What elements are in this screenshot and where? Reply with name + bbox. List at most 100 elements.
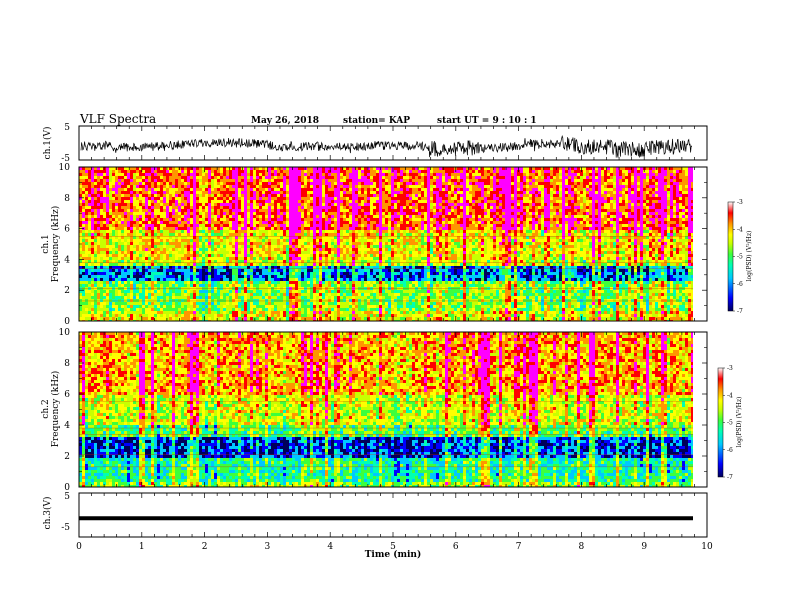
spectrogram-cell (352, 191, 356, 195)
spectrogram-cell (457, 209, 461, 213)
spectrogram-cell (184, 218, 188, 222)
spectrogram-cell (481, 236, 485, 240)
spectrogram-cell (658, 212, 662, 216)
spectrogram-cell (112, 167, 116, 171)
spectrogram-cell (457, 185, 461, 189)
spectrogram-cell (556, 167, 560, 171)
spectrogram-cell (340, 206, 344, 210)
spectrogram-cell (163, 197, 167, 201)
spectrogram-cell (160, 230, 164, 234)
spectrogram-cell (610, 215, 614, 219)
spectrogram-cell (388, 185, 392, 189)
spectrogram-cell (427, 197, 431, 201)
spectrogram-cell (130, 236, 134, 240)
spectrogram-cell (334, 191, 338, 195)
spectrogram-cell (337, 221, 341, 225)
spectrogram-cell (367, 212, 371, 216)
spectrogram-cell (127, 236, 131, 240)
spectrogram-cell (229, 206, 233, 210)
spectrogram-cell (118, 179, 122, 183)
spectrogram-cell (124, 206, 128, 210)
spectrogram-cell (634, 209, 638, 213)
spectrogram-cell (343, 176, 347, 180)
spectrogram-cell (382, 173, 386, 177)
spectrogram-cell (325, 209, 329, 213)
spectrogram-cell (361, 212, 365, 216)
spectrogram-cell (586, 185, 590, 189)
spectrogram-cell (283, 236, 287, 240)
spectrogram-cell (346, 221, 350, 225)
spectrogram-cell (394, 209, 398, 213)
spectrogram-cell (229, 194, 233, 198)
spectrogram-cell (637, 176, 641, 180)
spectrogram-cell (142, 227, 146, 231)
spectrogram-cell (88, 185, 92, 189)
spectrogram-cell (658, 179, 662, 183)
spectrogram-cell (595, 182, 599, 186)
spectrogram-cell (583, 188, 587, 192)
spectrogram-cell (196, 203, 200, 207)
spectrogram-cell (499, 221, 503, 225)
spectrogram-cell (322, 197, 326, 201)
spectrogram-cell (223, 179, 227, 183)
spectrogram-cell (364, 179, 368, 183)
spectrogram-cell (682, 197, 686, 201)
spectrogram-cell (625, 167, 629, 171)
spectrogram-cell (412, 218, 416, 222)
spectrogram-cell (343, 194, 347, 198)
spectrogram-cell (88, 179, 92, 183)
spectrogram-cell (187, 185, 191, 189)
spectrogram-cell (370, 206, 374, 210)
spectrogram-cell (340, 185, 344, 189)
spectrogram-cell (367, 215, 371, 219)
spectrogram-cell (130, 206, 134, 210)
spectrogram-cell (265, 191, 269, 195)
spectrogram-cell (622, 197, 626, 201)
spectrogram-cell (457, 227, 461, 231)
spectrogram-cell (643, 191, 647, 195)
spectrogram-cell (625, 221, 629, 225)
spectrogram-cell (451, 212, 455, 216)
spectrogram-cell (232, 221, 236, 225)
spectrogram-cell (82, 209, 86, 213)
spectrogram-cell (196, 236, 200, 240)
spectrogram-cell (124, 215, 128, 219)
spectrogram-cell (379, 185, 383, 189)
spectrogram-cell (139, 212, 143, 216)
spectrogram-cell (649, 197, 653, 201)
spectrogram-cell (526, 197, 530, 201)
spectrogram-cell (682, 233, 686, 237)
spectrogram-cell (547, 209, 551, 213)
spectrogram-cell (118, 206, 122, 210)
spectrogram-cell (226, 224, 230, 228)
spectrogram-cell (88, 203, 92, 207)
spectrogram-cell (85, 221, 89, 225)
spectrogram-cell (319, 206, 323, 210)
spectrogram-cell (277, 167, 281, 171)
spectrogram-cell (331, 215, 335, 219)
spectrogram-cell (94, 182, 98, 186)
spectrogram-cell (442, 179, 446, 183)
spectrogram-cell (238, 212, 242, 216)
spectrogram-cell (205, 197, 209, 201)
spectrogram-cell (448, 203, 452, 207)
spectrogram-cell (559, 224, 563, 228)
spectrogram-cell (169, 167, 173, 171)
spectrogram-cell (601, 221, 605, 225)
spectrogram-cell (448, 197, 452, 201)
spectrogram-cell (238, 206, 242, 210)
spectrogram-cell (640, 227, 644, 231)
spectrogram-cell (364, 203, 368, 207)
spectrogram-cell (568, 188, 572, 192)
spectrogram-cell (670, 221, 674, 225)
spectrogram-cell (100, 236, 104, 240)
spectrogram-cell (556, 179, 560, 183)
spectrogram-cell (433, 236, 437, 240)
spectrogram-cell (115, 236, 119, 240)
spectrogram-cell (172, 170, 176, 174)
spectrogram-cell (295, 182, 299, 186)
spectrogram-cell (373, 233, 377, 237)
spectrogram-cell (238, 188, 242, 192)
spectrogram-cell (163, 212, 167, 216)
spectrogram-cell (526, 170, 530, 174)
